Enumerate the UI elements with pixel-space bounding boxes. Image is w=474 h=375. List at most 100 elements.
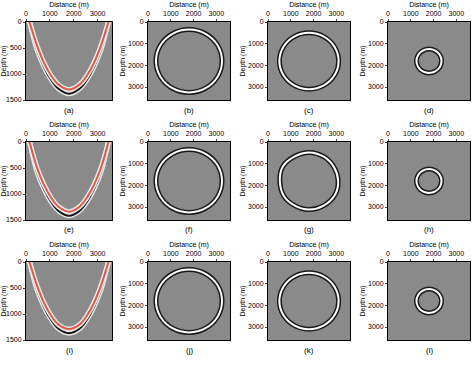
- svg-text:2000: 2000: [306, 130, 322, 137]
- svg-text:Depth (m): Depth (m): [239, 165, 247, 196]
- svg-text:0: 0: [386, 10, 390, 17]
- svg-text:1000: 1000: [42, 10, 58, 17]
- svg-text:(b): (b): [184, 106, 194, 115]
- svg-text:2000: 2000: [368, 182, 384, 189]
- svg-text:500: 500: [10, 284, 22, 291]
- svg-text:(c): (c): [304, 106, 314, 115]
- svg-text:0: 0: [140, 18, 144, 25]
- svg-text:1000: 1000: [248, 160, 264, 167]
- svg-text:(i): (i): [66, 346, 73, 355]
- svg-text:Distance (m): Distance (m): [289, 1, 329, 9]
- svg-text:Distance (m): Distance (m): [49, 121, 89, 129]
- svg-text:1000: 1000: [368, 280, 384, 287]
- svg-text:(f): (f): [185, 225, 193, 234]
- svg-text:1000: 1000: [283, 250, 299, 257]
- svg-text:0: 0: [266, 130, 270, 137]
- svg-text:2000: 2000: [306, 250, 322, 257]
- svg-text:(k): (k): [304, 346, 314, 355]
- svg-text:1000: 1000: [403, 10, 419, 17]
- svg-text:1000: 1000: [128, 280, 144, 287]
- svg-text:0: 0: [18, 258, 22, 265]
- svg-text:Depth (m): Depth (m): [0, 165, 8, 196]
- svg-text:Distance (m): Distance (m): [169, 241, 209, 249]
- svg-text:2000: 2000: [368, 62, 384, 69]
- svg-text:0: 0: [266, 10, 270, 17]
- svg-text:1500: 1500: [6, 96, 22, 103]
- svg-text:0: 0: [146, 250, 150, 257]
- svg-text:Depth (m): Depth (m): [239, 285, 247, 316]
- svg-text:0: 0: [386, 250, 390, 257]
- svg-text:0: 0: [266, 250, 270, 257]
- svg-text:(d): (d): [424, 106, 434, 115]
- svg-text:Depth (m): Depth (m): [359, 285, 367, 316]
- svg-text:Depth (m): Depth (m): [119, 165, 127, 196]
- svg-text:Distance (m): Distance (m): [169, 121, 209, 129]
- svg-text:1000: 1000: [368, 40, 384, 47]
- svg-text:Distance (m): Distance (m): [49, 1, 89, 9]
- svg-text:3000: 3000: [449, 250, 465, 257]
- svg-text:3000: 3000: [368, 83, 384, 90]
- svg-text:Distance (m): Distance (m): [289, 121, 329, 129]
- svg-text:2000: 2000: [186, 130, 202, 137]
- svg-text:1000: 1000: [248, 40, 264, 47]
- svg-text:3000: 3000: [209, 130, 225, 137]
- svg-text:0: 0: [24, 130, 28, 137]
- svg-text:0: 0: [18, 18, 22, 25]
- svg-text:0: 0: [146, 10, 150, 17]
- svg-text:1500: 1500: [6, 336, 22, 343]
- svg-text:3000: 3000: [449, 10, 465, 17]
- svg-text:2000: 2000: [248, 62, 264, 69]
- svg-text:0: 0: [260, 138, 264, 145]
- svg-text:(j): (j): [186, 346, 193, 355]
- svg-text:1000: 1000: [128, 40, 144, 47]
- svg-text:0: 0: [380, 18, 384, 25]
- svg-text:0: 0: [24, 10, 28, 17]
- svg-text:1000: 1000: [163, 250, 179, 257]
- svg-text:1500: 1500: [6, 216, 22, 223]
- svg-text:3000: 3000: [90, 130, 106, 137]
- svg-text:2000: 2000: [66, 10, 82, 17]
- svg-text:3000: 3000: [128, 83, 144, 90]
- svg-text:Distance (m): Distance (m): [49, 241, 89, 249]
- svg-text:(e): (e): [64, 225, 74, 234]
- svg-text:2000: 2000: [128, 182, 144, 189]
- svg-text:2000: 2000: [186, 250, 202, 257]
- svg-text:0: 0: [380, 258, 384, 265]
- svg-text:(h): (h): [424, 225, 434, 234]
- svg-text:0: 0: [386, 130, 390, 137]
- svg-text:1000: 1000: [368, 160, 384, 167]
- svg-text:(g): (g): [304, 225, 314, 234]
- svg-text:500: 500: [10, 164, 22, 171]
- svg-text:2000: 2000: [186, 10, 202, 17]
- svg-text:1000: 1000: [283, 10, 299, 17]
- svg-text:1000: 1000: [403, 250, 419, 257]
- svg-text:3000: 3000: [248, 203, 264, 210]
- svg-text:3000: 3000: [449, 130, 465, 137]
- svg-text:2000: 2000: [426, 130, 442, 137]
- svg-text:1000: 1000: [6, 310, 22, 317]
- svg-text:0: 0: [260, 258, 264, 265]
- svg-text:Distance (m): Distance (m): [409, 241, 449, 249]
- svg-text:Depth (m): Depth (m): [0, 45, 8, 76]
- svg-text:Distance (m): Distance (m): [409, 121, 449, 129]
- svg-text:1000: 1000: [403, 130, 419, 137]
- svg-text:3000: 3000: [329, 250, 345, 257]
- svg-text:3000: 3000: [90, 10, 106, 17]
- svg-text:Distance (m): Distance (m): [169, 1, 209, 9]
- svg-text:2000: 2000: [128, 62, 144, 69]
- svg-text:1000: 1000: [283, 130, 299, 137]
- svg-text:3000: 3000: [90, 250, 106, 257]
- svg-text:2000: 2000: [426, 10, 442, 17]
- svg-text:3000: 3000: [209, 10, 225, 17]
- svg-text:3000: 3000: [368, 323, 384, 330]
- svg-text:2000: 2000: [128, 302, 144, 309]
- svg-text:0: 0: [146, 130, 150, 137]
- svg-text:3000: 3000: [209, 250, 225, 257]
- svg-text:Depth (m): Depth (m): [0, 285, 8, 316]
- svg-text:3000: 3000: [329, 10, 345, 17]
- svg-text:Distance (m): Distance (m): [289, 241, 329, 249]
- svg-text:2000: 2000: [66, 250, 82, 257]
- svg-text:0: 0: [380, 138, 384, 145]
- svg-text:0: 0: [260, 18, 264, 25]
- svg-text:Depth (m): Depth (m): [359, 45, 367, 76]
